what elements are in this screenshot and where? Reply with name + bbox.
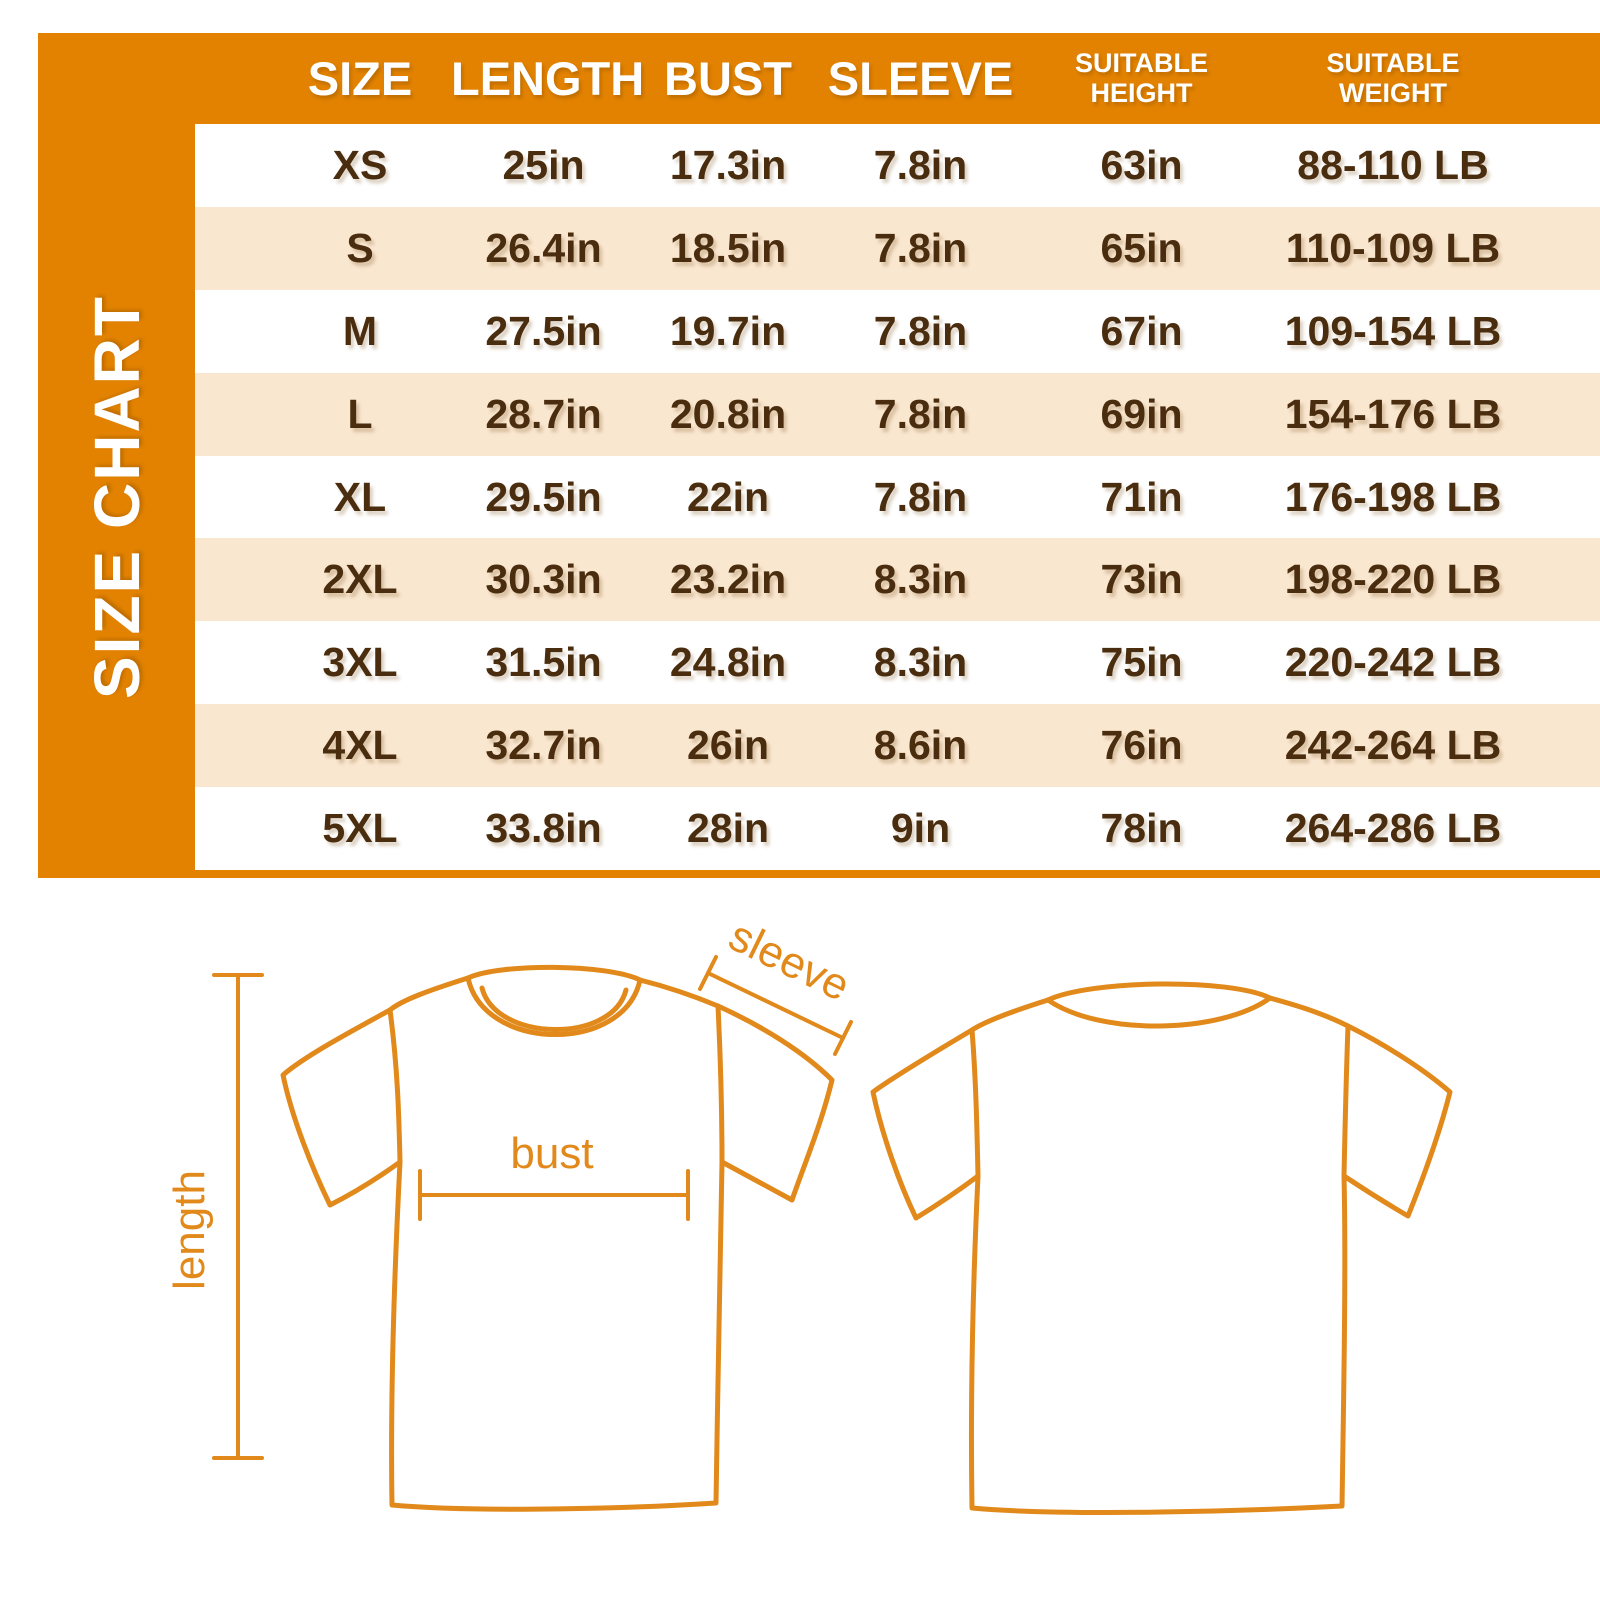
table-row: 5XL 33.8in 28in 9in 78in 264-286 LB <box>195 787 1600 871</box>
cell-length: 25in <box>502 141 585 188</box>
cell-suitable-height: 76in <box>1100 722 1183 769</box>
cell-length: 29.5in <box>485 473 602 520</box>
back-left-sleeve-seam <box>969 1027 981 1179</box>
cell-suitable-height: 63in <box>1100 141 1183 188</box>
cell-bust: 28in <box>686 805 770 852</box>
table-row: XS 25in 17.3in 7.8in 63in 88-110 LB <box>195 124 1600 207</box>
cell-bust: 26in <box>686 722 770 769</box>
cell-suitable-weight: 176-198 LB <box>1284 473 1502 520</box>
front-neck-rib <box>479 985 629 1032</box>
cell-suitable-height: 75in <box>1100 639 1183 686</box>
cell-sleeve: 7.8in <box>873 141 968 188</box>
cell-size: XS <box>332 141 388 188</box>
cell-size: M <box>342 307 378 354</box>
front-right-sleeve-seam <box>715 1003 725 1165</box>
cell-bust: 18.5in <box>669 224 787 271</box>
cell-sleeve: 8.3in <box>873 639 968 686</box>
cell-sleeve: 7.8in <box>873 473 968 520</box>
cell-suitable-height: 73in <box>1100 556 1183 603</box>
cell-size: 2XL <box>322 556 398 603</box>
cell-length: 28.7in <box>485 390 602 437</box>
column-header-length: LENGTH <box>451 52 645 105</box>
table-row: M 27.5in 19.7in 7.8in 67in 109-154 LB <box>195 289 1600 373</box>
cell-size: 3XL <box>322 639 398 686</box>
bust-label: bust <box>510 1129 593 1178</box>
cell-sleeve: 8.6in <box>873 722 968 769</box>
cell-sleeve: 7.8in <box>873 224 968 271</box>
cell-suitable-weight: 198-220 LB <box>1284 556 1502 603</box>
cell-length: 30.3in <box>485 556 602 603</box>
cell-length: 32.7in <box>485 722 602 769</box>
cell-bust: 20.8in <box>669 390 787 437</box>
cell-size: XL <box>333 473 387 520</box>
side-title-text: SIZE CHART <box>80 295 153 699</box>
cell-suitable-height: 78in <box>1100 805 1183 852</box>
front-shirt-outline <box>280 975 835 1512</box>
back-collar-top <box>1045 981 1273 1003</box>
cell-length: 26.4in <box>485 224 602 271</box>
back-right-sleeve-seam <box>1341 1023 1351 1179</box>
cell-size: L <box>347 390 373 437</box>
cell-bust: 23.2in <box>669 556 787 603</box>
cell-suitable-weight: 109-154 LB <box>1284 307 1502 354</box>
cell-sleeve: 7.8in <box>873 390 968 437</box>
cell-bust: 19.7in <box>669 307 787 354</box>
cell-suitable-height: 69in <box>1100 390 1183 437</box>
cell-size: S <box>346 224 374 271</box>
cell-suitable-weight: 264-286 LB <box>1284 805 1502 852</box>
table-row: L 28.7in 20.8in 7.8in 69in 154-176 LB <box>195 372 1600 456</box>
back-collar-band <box>1045 995 1273 1029</box>
cell-suitable-weight: 154-176 LB <box>1284 390 1502 437</box>
cell-bust: 24.8in <box>669 639 787 686</box>
cell-sleeve: 9in <box>890 805 951 852</box>
sleeve-label: sleeve <box>721 911 857 1011</box>
sleeve-measure-line <box>706 971 845 1040</box>
cell-suitable-height: 71in <box>1100 473 1183 520</box>
cell-sleeve: 8.3in <box>873 556 968 603</box>
cell-length: 33.8in <box>485 805 602 852</box>
cell-sleeve: 7.8in <box>873 307 968 354</box>
cell-suitable-height: 65in <box>1100 224 1183 271</box>
back-shirt-outline <box>870 995 1453 1515</box>
table-row: 3XL 31.5in 24.8in 8.3in 75in 220-242 LB <box>195 621 1600 705</box>
cell-suitable-weight: 110-109 LB <box>1285 224 1501 271</box>
front-left-sleeve-seam <box>387 1007 403 1165</box>
cell-length: 31.5in <box>485 639 602 686</box>
table-row: S 26.4in 18.5in 7.8in 65in 110-109 LB <box>195 206 1600 290</box>
side-title: SIZE CHART <box>38 124 195 870</box>
table-header: SIZE LENGTH BUST SLEEVE SUITABLE HEIGHT SUITAB… <box>38 33 1600 124</box>
table-row: XL 29.5in 22in 7.8in 71in 176-198 LB <box>195 455 1600 539</box>
cell-bust: 22in <box>686 473 770 520</box>
measurement-diagram: bust length sleeve <box>165 911 1453 1515</box>
column-header-sleeve: SLEEVE <box>827 52 1014 105</box>
cell-suitable-weight: 88-110 LB <box>1297 141 1489 188</box>
cell-bust: 17.3in <box>669 141 787 188</box>
sleeve-end-tick <box>833 1020 853 1056</box>
sleeve-start-tick <box>698 955 718 991</box>
cell-suitable-height: 67in <box>1100 307 1183 354</box>
cell-size: 5XL <box>322 805 398 852</box>
table-row: 4XL 32.7in 26in 8.6in 76in 242-264 LB <box>195 704 1600 788</box>
size-table: XS 25in 17.3in 7.8in 63in 88-110 LB S 26.4in 18.… <box>195 124 1600 871</box>
cell-size: 4XL <box>322 722 398 769</box>
column-header-bust: BUST <box>664 52 792 105</box>
table-row: 2XL 30.3in 23.2in 8.3in 73in 198-220 LB <box>195 538 1600 622</box>
size-chart-panel: SIZE LENGTH BUST SLEEVE SUITABLE HEIGHT SUITAB… <box>38 33 1600 878</box>
cell-suitable-weight: 242-264 LB <box>1284 722 1502 769</box>
cell-suitable-weight: 220-242 LB <box>1284 639 1502 686</box>
column-header-size: SIZE <box>307 52 413 105</box>
column-header-suitable-weight: SUITABLE WEIGHT <box>1326 48 1460 108</box>
front-collar-top <box>465 964 643 983</box>
column-header-suitable-height: SUITABLE HEIGHT <box>1075 48 1208 108</box>
header-spacer <box>38 33 269 124</box>
length-label: length <box>165 1170 214 1290</box>
cell-length: 27.5in <box>485 307 602 354</box>
front-neck-opening <box>465 975 643 1037</box>
